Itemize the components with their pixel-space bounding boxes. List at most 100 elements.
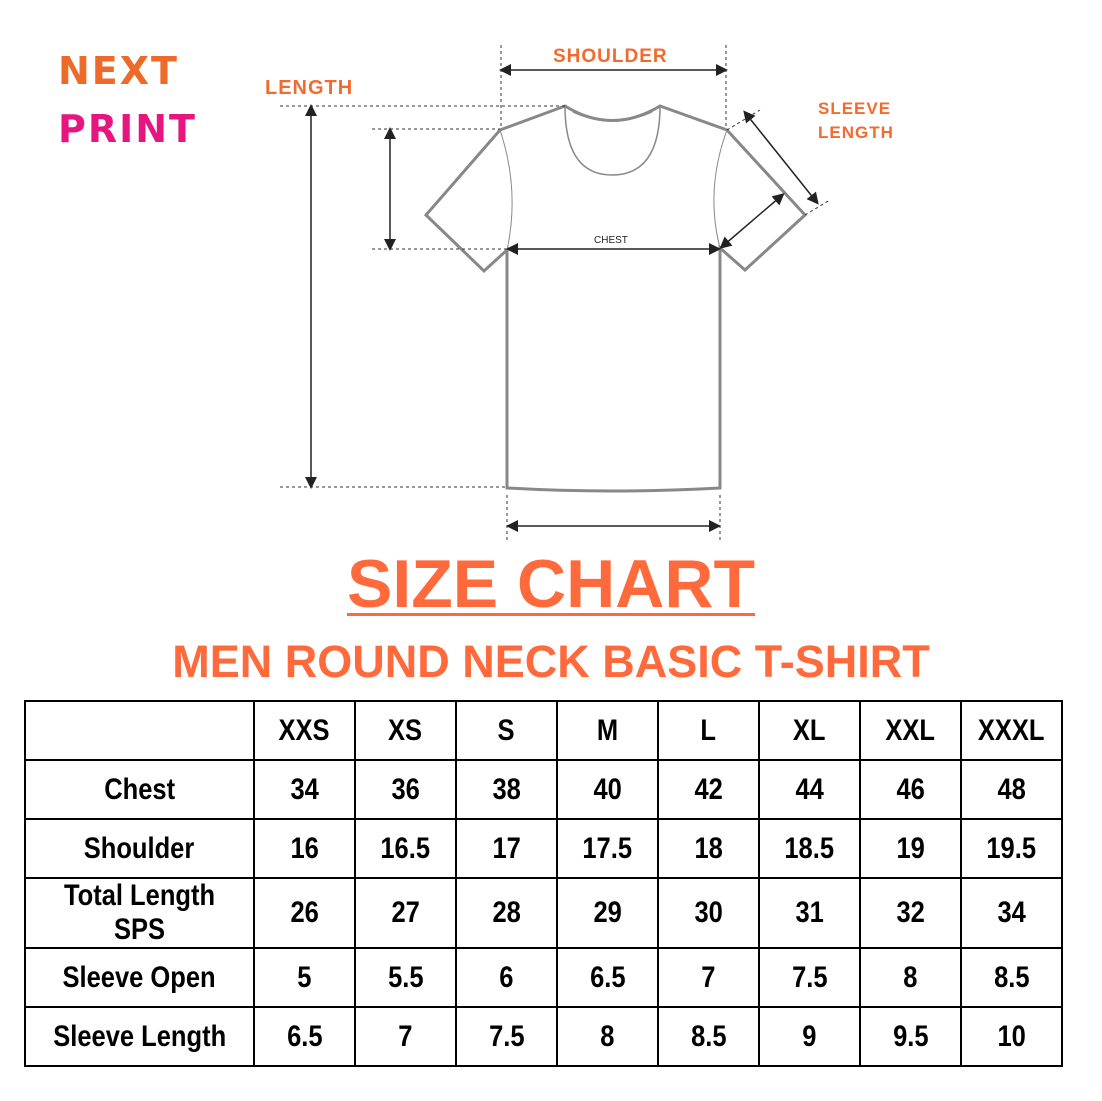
size-header-text: XXS [278,713,331,747]
table-row: Shoulder 16 16.5 17 17.5 18 18.5 19 19.5 [24,818,1063,879]
value-text: 8.5 [690,1019,727,1053]
value-text: 9 [802,1019,817,1053]
value-text: 34 [290,772,319,806]
value-text: 31 [795,896,824,929]
value-cell: 7.5 [455,1006,558,1067]
guide-lines [280,45,831,540]
row-label: Sleeve Length [24,1006,255,1067]
title-text: SIZE CHART [347,546,755,622]
value-cell: 34 [960,877,1063,949]
value-text: 10 [997,1019,1026,1053]
row-label: Total Length SPS [24,877,255,949]
value-cell: 10 [960,1006,1063,1067]
value-cell: 19 [859,818,962,879]
value-text: 36 [391,772,420,806]
value-text: 16.5 [380,831,431,865]
size-header: XXXL [960,700,1063,761]
value-cell: 7.5 [758,947,861,1008]
value-cell: 5.5 [354,947,457,1008]
brand-logo-print: PRINT [58,107,197,151]
value-text: 28 [492,896,521,929]
value-cell: 8.5 [960,947,1063,1008]
value-cell: 32 [859,877,962,949]
value-text: 29 [593,896,622,929]
row-label-text: Total Length SPS [63,879,216,946]
row-label: Sleeve Open [24,947,255,1008]
value-cell: 26 [253,877,356,949]
value-cell: 6.5 [253,1006,356,1067]
sleeve-length-arrow [743,110,819,205]
page-title: SIZE CHART [0,545,1102,623]
size-header: XL [758,700,861,761]
value-cell: 8.5 [657,1006,760,1067]
value-cell: 27 [354,877,457,949]
value-cell: 36 [354,759,457,820]
value-text: 17 [492,831,521,865]
value-cell: 6.5 [556,947,659,1008]
value-cell: 8 [859,947,962,1008]
size-table: XXS XS S M L XL XXL XXXL Chest 34 36 38 40 42… [24,700,1063,1067]
value-text: 18.5 [784,831,835,865]
value-cell: 28 [455,877,558,949]
shoulder-label: SHOULDER [553,46,668,67]
size-header: XXL [859,700,962,761]
size-header: XXS [253,700,356,761]
value-text: 8 [903,960,918,994]
value-text: 9.5 [892,1019,929,1053]
length-label: LENGTH [265,77,354,99]
value-cell: 46 [859,759,962,820]
value-text: 34 [997,896,1026,929]
value-text: 40 [593,772,622,806]
value-cell: 42 [657,759,760,820]
value-cell: 30 [657,877,760,949]
size-header: M [556,700,659,761]
value-text: 30 [694,896,723,929]
size-header-text: XXL [885,713,936,747]
value-cell: 9.5 [859,1006,962,1067]
row-label-text: Sleeve Length [53,1019,226,1053]
size-header-text: XXXL [978,713,1045,747]
value-text: 48 [997,772,1026,806]
value-text: 17.5 [582,831,633,865]
table-row: Sleeve Length 6.5 7 7.5 8 8.5 9 9.5 10 [24,1006,1063,1067]
value-text: 7 [701,960,716,994]
value-text: 27 [391,896,420,929]
sleeve-label-2: LENGTH [818,123,894,142]
value-text: 42 [694,772,723,806]
row-label-text: Shoulder [84,831,195,865]
corner-cell [24,700,255,761]
value-text: 26 [290,896,319,929]
brand-logo-next: NEXT [58,49,179,93]
table-row: Total Length SPS 26 27 28 29 30 31 32 34 [24,877,1063,949]
value-cell: 6 [455,947,558,1008]
value-cell: 8 [556,1006,659,1067]
chest-label: CHEST [594,235,628,246]
value-text: 6.5 [286,1019,323,1053]
size-header-text: XS [388,713,423,747]
header-row: XXS XS S M L XL XXL XXXL [24,700,1063,761]
value-cell: 34 [253,759,356,820]
size-header: XS [354,700,457,761]
value-cell: 40 [556,759,659,820]
row-label: Shoulder [24,818,255,879]
value-text: 32 [896,896,925,929]
value-cell: 48 [960,759,1063,820]
value-cell: 38 [455,759,558,820]
subtitle: MEN ROUND NECK BASIC T-SHIRT [172,636,930,687]
size-header-text: XL [793,713,826,747]
value-text: 8 [600,1019,615,1053]
value-cell: 7 [354,1006,457,1067]
size-header-text: M [596,713,619,747]
value-cell: 16.5 [354,818,457,879]
value-cell: 29 [556,877,659,949]
value-text: 5.5 [387,960,424,994]
value-text: 7.5 [791,960,828,994]
value-cell: 19.5 [960,818,1063,879]
row-label: Chest [24,759,255,820]
value-text: 7.5 [488,1019,525,1053]
value-text: 6.5 [589,960,626,994]
value-cell: 9 [758,1006,861,1067]
value-text: 19 [896,831,925,865]
value-text: 44 [795,772,824,806]
value-cell: 17.5 [556,818,659,879]
